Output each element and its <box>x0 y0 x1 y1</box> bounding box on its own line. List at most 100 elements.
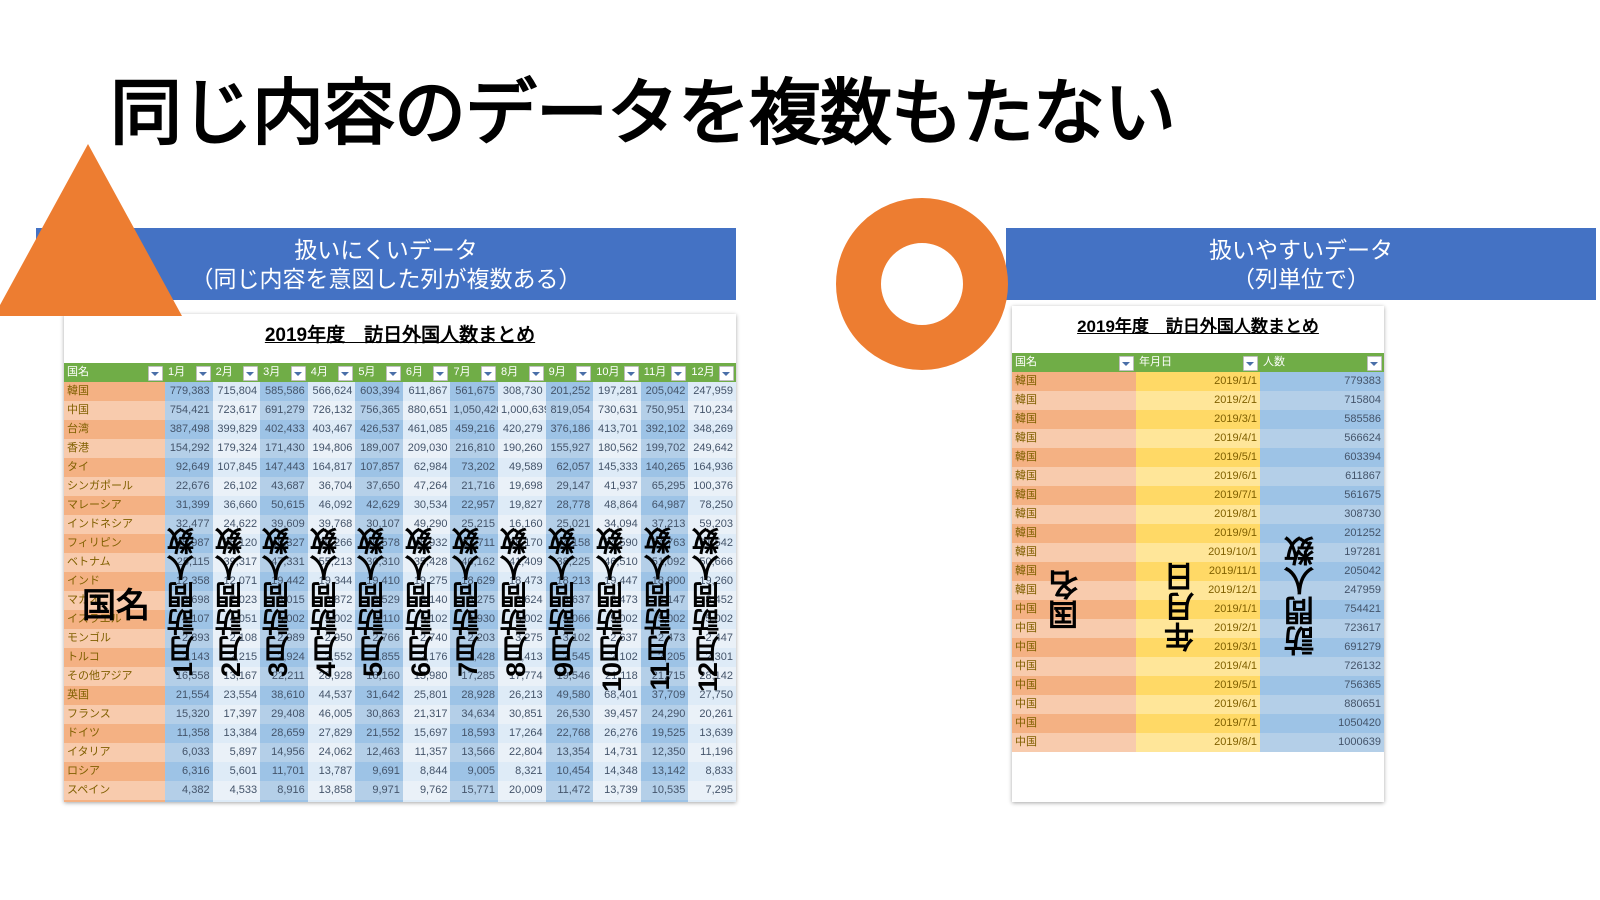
filter-dropdown-icon[interactable] <box>433 366 449 381</box>
cell-value: 2,205 <box>640 648 689 667</box>
left-table-body: 韓国 779,383 715,804 585,586 566,624 603,394 611… <box>64 382 736 802</box>
cell-value: 19,275 <box>402 572 451 591</box>
cell-value: 723,617 <box>212 401 261 420</box>
cell-value: 603,394 <box>355 382 403 401</box>
left-table-title: 2019年度 訪日外国人数まとめ <box>264 325 536 346</box>
right-header-country[interactable]: 国名 <box>1012 353 1136 372</box>
cell-value: 25,115 <box>165 553 213 572</box>
filter-dropdown-icon[interactable] <box>385 366 401 381</box>
cell-value: 22,804 <box>498 743 546 762</box>
cell-value: 6,316 <box>165 762 213 781</box>
cell-date: 2019/1/1 <box>1136 372 1260 391</box>
cell-value: 5,002 <box>307 610 356 629</box>
cell-value: 9,762 <box>402 781 451 800</box>
cell-value: 50,615 <box>260 496 308 515</box>
left-header-month-12[interactable]: 12月 <box>688 363 736 382</box>
cell-value: 2,143 <box>165 648 213 667</box>
filter-dropdown-icon[interactable] <box>338 366 354 381</box>
cell-value: 2,924 <box>260 648 308 667</box>
cell-value: 27,829 <box>307 724 356 743</box>
orange-triangle-shape <box>0 144 182 316</box>
cell-value: 107,845 <box>212 458 261 477</box>
cell-value: 37,711 <box>450 534 499 553</box>
left-table: 国名 1月 2月 3月 4月 5月 6月 7月 8月 9月 10月 11月 12月 韓国 779,383 7… <box>64 363 736 802</box>
cell-country: 中国 <box>1012 676 1136 695</box>
cell-date: 2019/7/1 <box>1136 486 1260 505</box>
table-row: 中国 2019/6/1 880651 <box>1012 695 1384 714</box>
cell-value: 28,778 <box>545 496 594 515</box>
left-header-country[interactable]: 国名 <box>64 363 165 382</box>
filter-dropdown-icon[interactable] <box>1367 356 1382 371</box>
filter-dropdown-icon[interactable] <box>243 366 259 381</box>
filter-dropdown-icon[interactable] <box>623 366 639 381</box>
cell-value: 5,002 <box>593 610 641 629</box>
left-header-month-6[interactable]: 6月 <box>402 363 451 382</box>
cell-value: 55,213 <box>307 553 356 572</box>
filter-dropdown-icon[interactable] <box>1119 356 1134 371</box>
filter-dropdown-icon[interactable] <box>671 366 687 381</box>
table-row: その他アジア 16,558 13,167 22,211 28,928 16,160 15,9… <box>64 667 736 686</box>
right-header-date[interactable]: 年月日 <box>1136 353 1260 372</box>
left-header-month-3[interactable]: 3月 <box>260 363 308 382</box>
cell-value: 164,936 <box>688 458 736 477</box>
cell-value: 29,408 <box>260 705 308 724</box>
left-header-month-1[interactable]: 1月 <box>165 363 213 382</box>
table-row: 中国 2019/8/1 1000639 <box>1012 733 1384 752</box>
table-row: 韓国 2019/3/1 585586 <box>1012 410 1384 429</box>
left-header-month-8[interactable]: 8月 <box>498 363 546 382</box>
cell-value: 68,401 <box>593 686 641 705</box>
cell-value: 61,542 <box>688 534 736 553</box>
cell-count: 1050420 <box>1260 714 1384 733</box>
cell-value: 64,590 <box>593 534 641 553</box>
filter-dropdown-icon[interactable] <box>1243 356 1258 371</box>
cell-value: 12,463 <box>355 743 403 762</box>
cell-value: 22,957 <box>450 496 499 515</box>
left-header-month-4[interactable]: 4月 <box>307 363 356 382</box>
cell-value: 691,279 <box>260 401 308 420</box>
cell-value: 36,660 <box>212 496 261 515</box>
cell-value: 28,659 <box>260 724 308 743</box>
cell-value: 2,215 <box>212 648 261 667</box>
cell-value: 5,066 <box>545 610 594 629</box>
cell-country: 中国 <box>1012 638 1136 657</box>
cell-value: 249,642 <box>688 439 736 458</box>
filter-dropdown-icon[interactable] <box>195 366 211 381</box>
cell-date: 2019/2/1 <box>1136 391 1260 410</box>
right-header-count[interactable]: 人数 <box>1260 353 1384 372</box>
cell-value: 402,433 <box>260 420 308 439</box>
cell-country: スウェーデン <box>64 800 165 802</box>
left-header-month-5[interactable]: 5月 <box>355 363 403 382</box>
cell-value: 47,331 <box>260 553 308 572</box>
cell-value: 13,142 <box>640 762 689 781</box>
cell-value: 23,554 <box>212 686 261 705</box>
filter-dropdown-icon[interactable] <box>148 366 163 381</box>
cell-value: 13,787 <box>307 762 356 781</box>
cell-date: 2019/4/1 <box>1136 657 1260 676</box>
cell-value: 44,537 <box>307 686 356 705</box>
left-header-month-11[interactable]: 11月 <box>640 363 689 382</box>
filter-dropdown-icon[interactable] <box>290 366 306 381</box>
left-header-month-9[interactable]: 9月 <box>545 363 594 382</box>
cell-value: 413,701 <box>593 420 641 439</box>
left-header-month-7[interactable]: 7月 <box>450 363 499 382</box>
cell-value: 7,295 <box>688 781 736 800</box>
left-header-month-2[interactable]: 2月 <box>212 363 261 382</box>
sheet-blank-row <box>64 350 736 363</box>
left-header-month-10[interactable]: 10月 <box>593 363 641 382</box>
filter-dropdown-icon[interactable] <box>719 366 734 381</box>
filter-dropdown-icon[interactable] <box>481 366 497 381</box>
cell-value: 19,447 <box>593 572 641 591</box>
table-row: 香港 154,292 179,324 171,430 194,806 189,007 209… <box>64 439 736 458</box>
filter-dropdown-icon[interactable] <box>528 366 544 381</box>
cell-value: 28,142 <box>688 667 736 686</box>
cell-value: 7,023 <box>212 591 261 610</box>
left-table-header-row: 国名 1月 2月 3月 4月 5月 6月 7月 8月 9月 10月 11月 12月 <box>64 363 736 382</box>
cell-value: 12,350 <box>640 743 689 762</box>
cell-count: 247959 <box>1260 581 1384 600</box>
table-row: 中国 2019/3/1 691279 <box>1012 638 1384 657</box>
filter-dropdown-icon[interactable] <box>576 366 592 381</box>
cell-country: 中国 <box>1012 619 1136 638</box>
banner-right-line2: （列単位で） <box>1232 266 1370 293</box>
cell-value: 2,301 <box>688 648 736 667</box>
right-table-header-row: 国名 年月日 人数 <box>1012 353 1384 372</box>
